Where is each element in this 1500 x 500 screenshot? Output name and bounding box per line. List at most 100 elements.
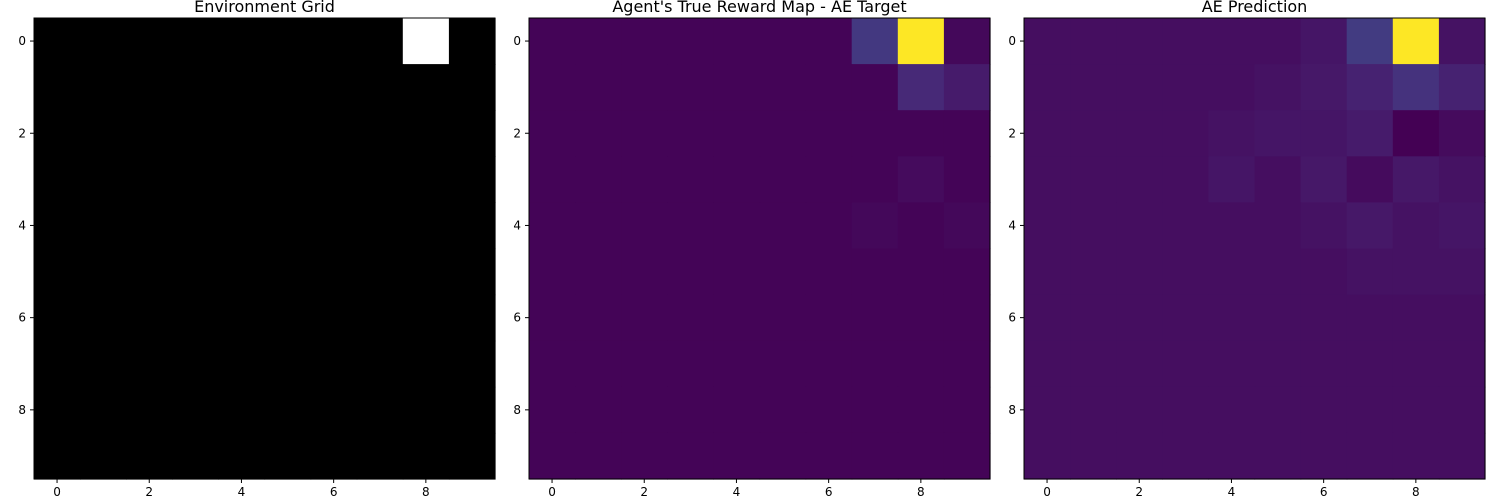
heatmap-cell-r3-c9 [943, 156, 991, 203]
heatmap-cell-r6-c4 [1208, 294, 1256, 342]
heatmap-cell-r4-c7 [851, 202, 899, 250]
heatmap-cell-r3-c4 [1208, 156, 1256, 203]
heatmap-cell-r2-c2 [1116, 110, 1163, 157]
heatmap-cell-r4-c3 [172, 202, 219, 250]
heatmap-cell-r7-c4 [1208, 340, 1256, 388]
heatmap-cell-r5-c3 [667, 248, 714, 296]
heatmap-cell-r2-c9 [1438, 110, 1486, 157]
heatmap-cell-r1-c3 [1162, 64, 1209, 111]
y-tick-label: 2 [513, 126, 521, 140]
chart-title: Environment Grid [194, 0, 335, 16]
y-tick-label: 2 [18, 126, 26, 140]
heatmap-cell-r1-c2 [621, 64, 668, 111]
heatmap-cell-r2-c5 [759, 110, 807, 157]
heatmap-cell-r5-c3 [172, 248, 219, 296]
heatmap-cell-r2-c8 [402, 110, 450, 157]
heatmap-cell-r3-c0 [34, 156, 81, 203]
heatmap-cell-r0-c6 [310, 18, 358, 65]
heatmap-cell-r3-c5 [759, 156, 807, 203]
heatmap-cell-r1-c9 [448, 64, 496, 111]
heatmap-cell-r7-c7 [356, 340, 404, 388]
heatmap-cell-r4-c9 [943, 202, 991, 250]
heatmap-cell-r0-c5 [264, 18, 312, 65]
heatmap-cell-r5-c1 [1070, 248, 1117, 296]
heatmap-cell-r0-c8 [402, 18, 450, 65]
x-axis: 0 2 4 6 8 [53, 479, 430, 499]
heatmap-cell-r3-c2 [1116, 156, 1163, 203]
heatmap-cell-r9-c0 [1024, 432, 1071, 480]
heatmap-cell-r3-c8 [402, 156, 450, 203]
heatmap-cell-r8-c9 [943, 386, 991, 434]
y-tick-label: 8 [18, 403, 26, 417]
heatmap-cell-r9-c0 [529, 432, 576, 480]
heatmap-cell-r6-c6 [1300, 294, 1348, 342]
heatmap-cell-r8-c8 [1392, 386, 1440, 434]
heatmap-cell-r5-c4 [1208, 248, 1256, 296]
heatmap-cell-r1-c3 [667, 64, 714, 111]
heatmap-cell-r6-c1 [1070, 294, 1117, 342]
heatmap-cell-r2-c0 [529, 110, 576, 157]
heatmap-cell-r6-c7 [1346, 294, 1394, 342]
heatmap-cell-r3-c1 [575, 156, 622, 203]
heatmap-cell-r8-c0 [34, 386, 81, 434]
heatmap-cell-r5-c2 [126, 248, 173, 296]
heatmap-cell-r0-c4 [713, 18, 761, 65]
heatmap-cell-r1-c8 [402, 64, 450, 111]
heatmap-cell-r3-c2 [621, 156, 668, 203]
heatmap-cell-r7-c4 [218, 340, 266, 388]
heatmap-cell-r5-c7 [851, 248, 899, 296]
heatmap-cell-r4-c9 [448, 202, 496, 250]
heatmap-cell-r7-c8 [897, 340, 945, 388]
heatmap-cell-r3-c9 [448, 156, 496, 203]
heatmap-cell-r4-c7 [356, 202, 404, 250]
heatmap-cell-r9-c5 [1254, 432, 1302, 480]
heatmap-cell-r4-c8 [1392, 202, 1440, 250]
heatmap-cell-r9-c2 [621, 432, 668, 480]
heatmap-cells [34, 18, 496, 480]
heatmap-cell-r4-c5 [1254, 202, 1302, 250]
heatmap-cell-r5-c5 [1254, 248, 1302, 296]
heatmap-cell-r7-c2 [1116, 340, 1163, 388]
heatmap-cell-r4-c2 [621, 202, 668, 250]
heatmap-cell-r8-c7 [356, 386, 404, 434]
x-tick-label: 2 [1135, 485, 1143, 499]
y-tick-label: 8 [513, 403, 521, 417]
heatmap-cell-r1-c9 [1438, 64, 1486, 111]
heatmap-cell-r7-c7 [1346, 340, 1394, 388]
heatmap-cell-r8-c5 [1254, 386, 1302, 434]
y-axis: 0 2 4 6 8 [18, 34, 34, 417]
y-axis: 0 2 4 6 8 [1008, 34, 1024, 417]
heatmap-cell-r8-c4 [713, 386, 761, 434]
heatmap-cell-r0-c3 [1162, 18, 1209, 65]
heatmap-cell-r8-c7 [851, 386, 899, 434]
heatmap-cell-r0-c5 [1254, 18, 1302, 65]
heatmap-cell-r7-c9 [448, 340, 496, 388]
heatmap-cell-r6-c5 [1254, 294, 1302, 342]
heatmap-panel-true-reward: Agent's True Reward Map - AE Target 0 2 4 6… [513, 0, 991, 499]
heatmap-cell-r8-c6 [1300, 386, 1348, 434]
heatmap-cell-r2-c4 [713, 110, 761, 157]
y-tick-label: 6 [1008, 311, 1016, 325]
heatmap-cell-r5-c2 [621, 248, 668, 296]
heatmap-cell-r4-c4 [713, 202, 761, 250]
heatmap-cell-r8-c3 [1162, 386, 1209, 434]
heatmap-cell-r8-c2 [1116, 386, 1163, 434]
heatmap-cell-r3-c8 [897, 156, 945, 203]
heatmap-cell-r1-c2 [1116, 64, 1163, 111]
heatmap-cell-r3-c7 [851, 156, 899, 203]
heatmap-cell-r4-c3 [667, 202, 714, 250]
heatmap-cell-r9-c2 [126, 432, 173, 480]
heatmap-cell-r2-c1 [80, 110, 127, 157]
x-tick-label: 0 [1043, 485, 1051, 499]
heatmap-cell-r2-c7 [1346, 110, 1394, 157]
heatmap-cell-r9-c4 [218, 432, 266, 480]
heatmap-cell-r8-c1 [80, 386, 127, 434]
heatmap-cell-r7-c5 [1254, 340, 1302, 388]
heatmap-cell-r9-c7 [851, 432, 899, 480]
heatmap-cell-r0-c6 [805, 18, 853, 65]
heatmap-cell-r5-c0 [34, 248, 81, 296]
heatmap-cell-r6-c3 [1162, 294, 1209, 342]
heatmap-cell-r5-c1 [80, 248, 127, 296]
x-axis: 0 2 4 6 8 [548, 479, 925, 499]
heatmap-cell-r3-c6 [310, 156, 358, 203]
